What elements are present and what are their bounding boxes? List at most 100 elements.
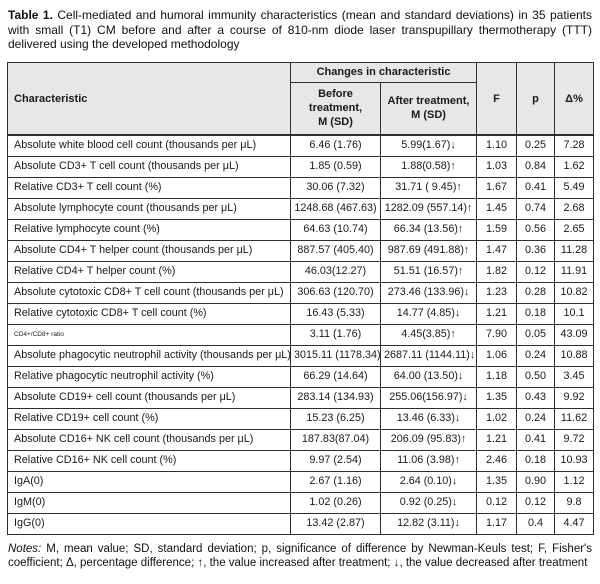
cell-characteristic: Relative CD4+ T helper count (%)	[7, 260, 291, 283]
cell-after-treatment: 273.46 (133.96)↓	[379, 281, 478, 304]
cell-f-value: 1.21	[476, 302, 518, 325]
cell-characteristic: Relative lymphocyte count (%)	[7, 218, 291, 241]
cell-p-value: 0.18	[516, 449, 556, 472]
cell-p-value: 0.18	[516, 302, 556, 325]
table-caption: Table 1. Cell-mediated and humoral immun…	[8, 8, 592, 52]
table-row: Absolute phagocytic neutrophil activity …	[7, 344, 595, 367]
cell-delta-percent: 2.68	[554, 197, 595, 220]
cell-delta-percent: 11.91	[554, 260, 595, 283]
cell-characteristic: CD4+/CD8+ ratio	[7, 323, 291, 346]
cell-after-treatment: 255.06(156.97)↓	[379, 386, 478, 409]
cell-characteristic: Relative CD3+ T cell count (%)	[7, 176, 291, 199]
cell-f-value: 2.46	[476, 449, 518, 472]
cell-p-value: 0.12	[516, 260, 556, 283]
cell-before-treatment: 1.02 (0.26)	[290, 491, 381, 514]
cell-characteristic: Absolute CD16+ NK cell count (thousands …	[7, 428, 291, 451]
table-row: IgA(0) 2.67 (1.16) 2.64 (0.10)↓ 1.35 0.9…	[7, 470, 595, 493]
cell-f-value: 1.21	[476, 428, 518, 451]
cell-f-value: 1.02	[476, 407, 518, 430]
cell-characteristic: Relative CD16+ NK cell count (%)	[7, 449, 291, 472]
cell-after-treatment: 1.88(0.58)↑	[379, 155, 478, 178]
table-row: Relative CD4+ T helper count (%) 46.03(1…	[7, 260, 595, 283]
cell-characteristic: Absolute cytotoxic CD8+ T cell count (th…	[7, 281, 291, 304]
header-changes-group: Changes in characteristic	[289, 61, 478, 83]
table-caption-text: Cell-mediated and humoral immunity chara…	[8, 8, 592, 52]
cell-characteristic: Absolute white blood cell count (thousan…	[7, 134, 291, 157]
header-delta-percent: Δ%	[554, 61, 595, 136]
cell-before-treatment: 9.97 (2.54)	[290, 449, 381, 472]
cell-f-value: 1.45	[476, 197, 518, 220]
table-notes: Notes: M, mean value; SD, standard devia…	[8, 542, 592, 571]
cell-characteristic: IgM(0)	[7, 491, 291, 514]
cell-p-value: 0.12	[516, 491, 556, 514]
cell-characteristic: Absolute CD3+ T cell count (thousands pe…	[7, 155, 291, 178]
cell-f-value: 1.67	[476, 176, 518, 199]
cell-before-treatment: 13.42 (2.87)	[290, 512, 381, 535]
cell-before-treatment: 1248.68 (467.63)	[290, 197, 381, 220]
cell-p-value: 0.28	[516, 281, 556, 304]
cell-p-value: 0.36	[516, 239, 556, 262]
cell-p-value: 0.84	[516, 155, 556, 178]
cell-before-treatment: 187.83(87.04)	[290, 428, 381, 451]
cell-f-value: 1.17	[476, 512, 518, 535]
cell-after-treatment: 0.92 (0.25)↓	[379, 491, 478, 514]
cell-after-treatment: 51.51 (16.57)↑	[379, 260, 478, 283]
cell-after-treatment: 2.64 (0.10)↓	[379, 470, 478, 493]
cell-delta-percent: 1.12	[554, 470, 595, 493]
cell-f-value: 1.47	[476, 239, 518, 262]
cell-characteristic: Relative CD19+ cell count (%)	[7, 407, 291, 430]
immunity-characteristics-table: Characteristic Changes in characteristic…	[7, 61, 595, 535]
cell-f-value: 1.10	[476, 134, 518, 157]
cell-before-treatment: 306.63 (120.70)	[290, 281, 381, 304]
cell-characteristic: IgA(0)	[7, 470, 291, 493]
cell-after-treatment: 66.34 (13.56)↑	[379, 218, 478, 241]
table-row: IgM(0) 1.02 (0.26) 0.92 (0.25)↓ 0.12 0.1…	[7, 491, 595, 514]
cell-before-treatment: 3015.11 (1178.34)	[290, 344, 381, 367]
cell-before-treatment: 2.67 (1.16)	[290, 470, 381, 493]
cell-after-treatment: 987.69 (491.88)↑	[379, 239, 478, 262]
cell-characteristic: Relative cytotoxic CD8+ T cell count (%)	[7, 302, 291, 325]
table-row: Absolute CD4+ T helper count (thousands …	[7, 239, 595, 262]
cell-after-treatment: 11.06 (3.98)↑	[379, 449, 478, 472]
cell-after-treatment: 14.77 (4.85)↓	[379, 302, 478, 325]
cell-delta-percent: 43.09	[554, 323, 595, 346]
cell-before-treatment: 283.14 (134.93)	[290, 386, 381, 409]
header-before-treatment: Before treatment, M (SD)	[290, 81, 381, 136]
cell-before-treatment: 66.29 (14.64)	[290, 365, 381, 388]
cell-p-value: 0.24	[516, 407, 556, 430]
cell-before-treatment: 6.46 (1.76)	[290, 134, 381, 157]
table-header: Characteristic Changes in characteristic…	[7, 61, 595, 136]
table-row: Absolute CD19+ cell count (thousands per…	[7, 386, 595, 409]
table-row: Relative CD19+ cell count (%) 15.23 (6.2…	[7, 407, 595, 430]
table-row: Relative cytotoxic CD8+ T cell count (%)…	[7, 302, 595, 325]
cell-characteristic: Absolute lymphocyte count (thousands per…	[7, 197, 291, 220]
cell-after-treatment: 4.45(3.85)↑	[379, 323, 478, 346]
table-row: Relative CD3+ T cell count (%) 30.06 (7.…	[7, 176, 595, 199]
header-f: F	[476, 61, 518, 136]
table-notes-label: Notes:	[8, 542, 42, 555]
cell-p-value: 0.24	[516, 344, 556, 367]
cell-after-treatment: 64.00 (13.50)↓	[379, 365, 478, 388]
cell-after-treatment: 12.82 (3.11)↓	[379, 512, 478, 535]
cell-before-treatment: 46.03(12.27)	[290, 260, 381, 283]
table-row: Relative CD16+ NK cell count (%) 9.97 (2…	[7, 449, 595, 472]
cell-delta-percent: 2.65	[554, 218, 595, 241]
cell-f-value: 1.18	[476, 365, 518, 388]
cell-delta-percent: 10.93	[554, 449, 595, 472]
cell-after-treatment: 31.71 ( 9.45)↑	[379, 176, 478, 199]
cell-delta-percent: 3.45	[554, 365, 595, 388]
cell-f-value: 1.06	[476, 344, 518, 367]
cell-delta-percent: 11.62	[554, 407, 595, 430]
cell-f-value: 1.82	[476, 260, 518, 283]
cell-delta-percent: 7.28	[554, 134, 595, 157]
table-row: Absolute white blood cell count (thousan…	[7, 134, 595, 157]
cell-before-treatment: 30.06 (7.32)	[290, 176, 381, 199]
cell-before-treatment: 16.43 (5.33)	[290, 302, 381, 325]
cell-delta-percent: 10.88	[554, 344, 595, 367]
cell-before-treatment: 1.85 (0.59)	[290, 155, 381, 178]
table-notes-text: M, mean value; SD, standard deviation; p…	[8, 542, 592, 570]
table-row: Absolute lymphocyte count (thousands per…	[7, 197, 595, 220]
cell-p-value: 0.25	[516, 134, 556, 157]
cell-f-value: 0.12	[476, 491, 518, 514]
cell-p-value: 0.43	[516, 386, 556, 409]
